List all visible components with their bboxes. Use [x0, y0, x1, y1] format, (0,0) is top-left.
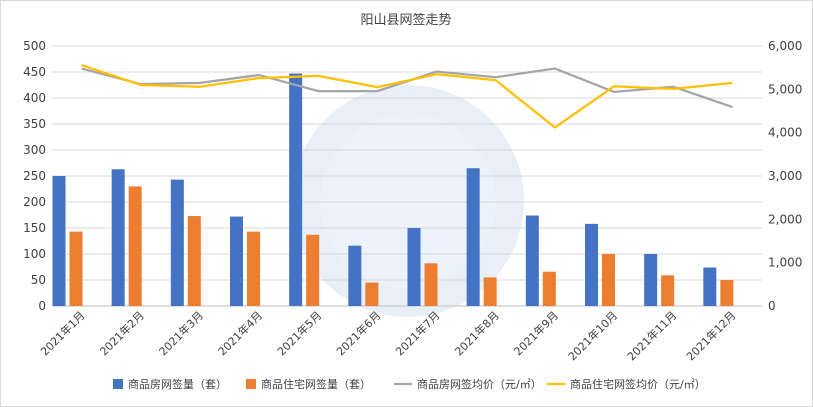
y-left-tick-label: 0: [38, 299, 46, 313]
y-right-tick-label: 3,000: [768, 169, 802, 183]
bar-residential: [661, 275, 675, 306]
bar-residential: [483, 277, 497, 306]
legend-label: 商品住宅网签量（套）: [261, 377, 371, 391]
x-tick-label: 2021年3月: [156, 308, 206, 358]
y-left-tick-label: 100: [23, 247, 46, 261]
y-right-tick-label: 4,000: [768, 126, 802, 140]
bar-residential: [69, 231, 83, 306]
bar-commercial: [585, 223, 598, 306]
bar-residential: [720, 280, 734, 306]
y-left-tick-label: 250: [23, 169, 46, 183]
y-right-tick-label: 5,000: [768, 82, 802, 96]
x-tick-label: 2021年4月: [215, 308, 265, 358]
x-tick-label: 2021年6月: [333, 308, 383, 358]
y-right-tick-label: 0: [768, 299, 776, 313]
chart-title: 阳山县网签走势: [360, 12, 451, 28]
bar-commercial: [289, 73, 303, 306]
bar-commercial: [170, 179, 184, 306]
line-residential-avg-price: [81, 64, 733, 129]
legend-label: 商品房网签量（套）: [128, 377, 227, 391]
y-right-tick-label: 6,000: [768, 39, 802, 53]
bar-residential: [542, 271, 556, 306]
x-tick-label: 2021年10月: [565, 308, 620, 363]
bar-commercial: [230, 216, 243, 306]
bar-residential: [365, 282, 379, 306]
bar-commercial: [525, 215, 539, 306]
x-tick-label: 2021年5月: [274, 308, 324, 358]
y-left-tick-label: 150: [23, 221, 46, 235]
x-tick-label: 2021年9月: [511, 308, 561, 358]
bar-residential: [187, 216, 201, 306]
y-right-tick-label: 1,000: [768, 256, 802, 270]
y-left-tick-label: 50: [31, 273, 46, 287]
bar-commercial: [466, 168, 480, 306]
bar-residential: [128, 186, 142, 306]
bar-commercial: [703, 267, 717, 306]
bar-commercial: [52, 176, 66, 306]
bar-residential: [602, 254, 615, 306]
legend-swatch: [246, 379, 256, 389]
bar-commercial: [644, 254, 658, 306]
bar-residential: [424, 263, 438, 306]
y-left-tick-label: 350: [23, 117, 46, 131]
x-tick-label: 2021年11月: [624, 308, 679, 363]
legend-swatch: [113, 379, 123, 389]
x-tick-label: 2021年2月: [97, 308, 147, 358]
y-left-tick-label: 500: [23, 39, 46, 53]
bar-residential: [247, 231, 260, 306]
bar-residential: [306, 234, 320, 306]
legend-label: 商品住宅网签均价（元/㎡）: [570, 377, 706, 391]
bar-commercial: [111, 169, 125, 306]
bar-commercial: [348, 245, 362, 306]
bar-commercial: [407, 228, 421, 306]
y-left-tick-label: 450: [23, 65, 46, 79]
y-left-tick-label: 400: [23, 91, 46, 105]
y-left-tick-label: 200: [23, 195, 46, 209]
x-tick-label: 2021年12月: [683, 308, 738, 363]
y-right-tick-label: 2,000: [768, 212, 802, 226]
y-left-tick-label: 300: [23, 143, 46, 157]
x-tick-label: 2021年1月: [38, 308, 88, 358]
x-tick-label: 2021年8月: [452, 308, 502, 358]
legend-label: 商品房网签均价（元/㎡）: [417, 377, 542, 391]
